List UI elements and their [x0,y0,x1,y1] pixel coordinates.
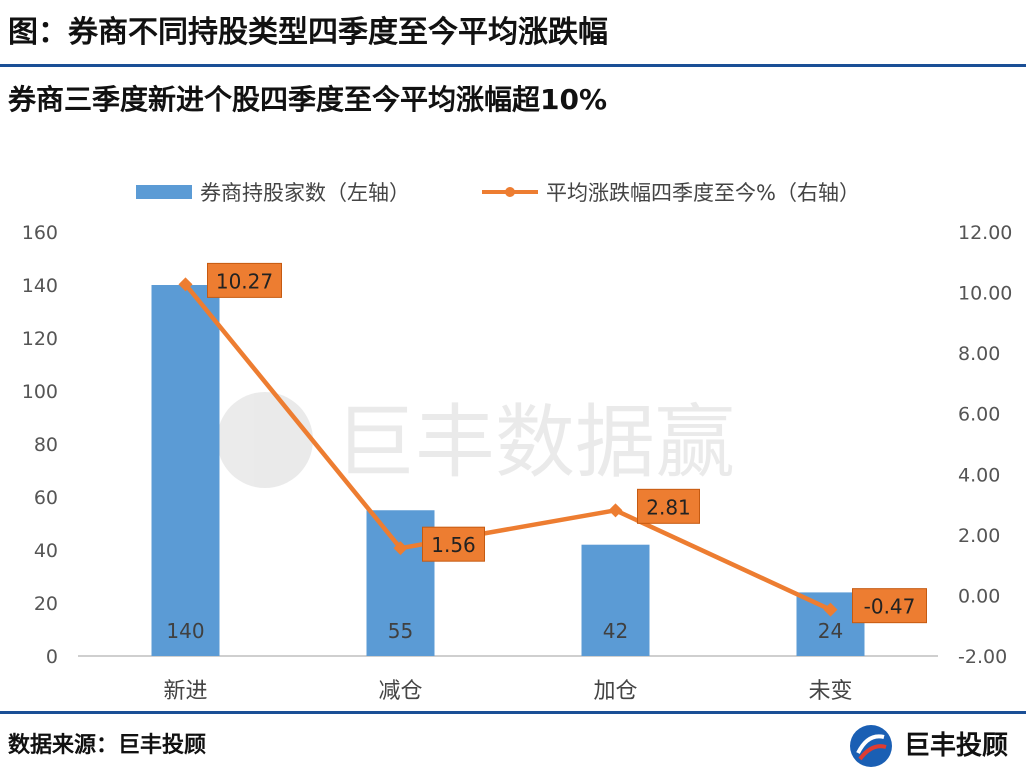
bar-data-label: 42 [603,619,628,643]
legend-bar-label: 券商持股家数（左轴） [200,181,410,205]
y-left-tick-label: 20 [34,593,58,615]
bar-新进 [151,285,220,656]
watermark: 巨丰数据赢 [217,392,735,489]
line-data-label: 2.81 [646,495,691,519]
legend-line-label: 平均涨跌幅四季度至今%（右轴） [546,181,860,205]
y-left-tick-label: 140 [22,275,58,297]
y-right-tick-label: 2.00 [958,525,1000,547]
y-right-tick-label: 0.00 [958,585,1000,607]
page-title: 图：券商不同持股类型四季度至今平均涨跌幅 [8,15,608,50]
page-subtitle: 券商三季度新进个股四季度至今平均涨幅超10% [8,83,608,116]
y-right-tick-label: 12.00 [958,222,1012,244]
y-right-tick-label: 6.00 [958,404,1000,426]
brand-logo-icon [849,725,892,767]
watermark-logo-icon [217,392,313,488]
legend-bar-swatch [136,185,192,199]
chart-area: 巨丰数据赢 券商持股家数（左轴） 平均涨跌幅四季度至今%（右轴） 0 20 40 60 80 1… [0,160,1026,710]
y-left-tick-label: 160 [22,222,58,244]
x-tick-label: 加仓 [593,679,637,704]
legend-line-marker [505,187,515,197]
brand-name: 巨丰投顾 [903,731,1008,761]
line-data-label-box [207,262,282,298]
y-right-tick-label: 8.00 [958,343,1000,365]
bar-data-label: 24 [818,619,843,643]
y-right-tick-label: 10.00 [958,283,1012,305]
line-data-label: 1.56 [431,533,476,557]
bar-data-label: 140 [166,619,204,643]
line-data-label: -0.47 [864,595,916,619]
line-point-marker [178,277,193,292]
line-point-marker [393,541,408,556]
watermark-text: 巨丰数据赢 [335,396,735,489]
bar-加仓 [581,544,650,656]
y-right-tick-label: 4.00 [958,464,1000,486]
line-data-label-box [852,588,927,624]
line-point-marker [608,503,623,518]
y-left-tick-label: 0 [46,646,58,668]
line-data-label: 10.27 [216,269,273,293]
x-tick-label: 减仓 [378,679,422,704]
x-tick-label: 新进 [163,679,207,704]
y-left-tick-label: 40 [34,540,58,562]
y-left-tick-label: 80 [34,434,58,456]
line-data-label-box [422,526,485,562]
y-right-tick-label: -2.00 [958,646,1007,668]
line-point-marker [823,602,838,617]
top-divider [0,64,1026,67]
combo-chart: 巨丰数据赢 券商持股家数（左轴） 平均涨跌幅四季度至今%（右轴） 0 20 40 60 80 1… [22,181,1013,704]
y-left-tick-label: 120 [22,328,58,350]
y-left-tick-label: 60 [34,487,58,509]
x-tick-label: 未变 [808,679,852,704]
brand: 巨丰投顾 [848,722,1008,770]
source-note: 数据来源：巨丰投顾 [8,733,207,758]
bottom-divider [0,711,1026,714]
line-series [183,282,832,612]
y-left-tick-label: 100 [22,381,58,403]
line-data-label-box [637,488,700,524]
bar-data-label: 55 [388,619,413,643]
